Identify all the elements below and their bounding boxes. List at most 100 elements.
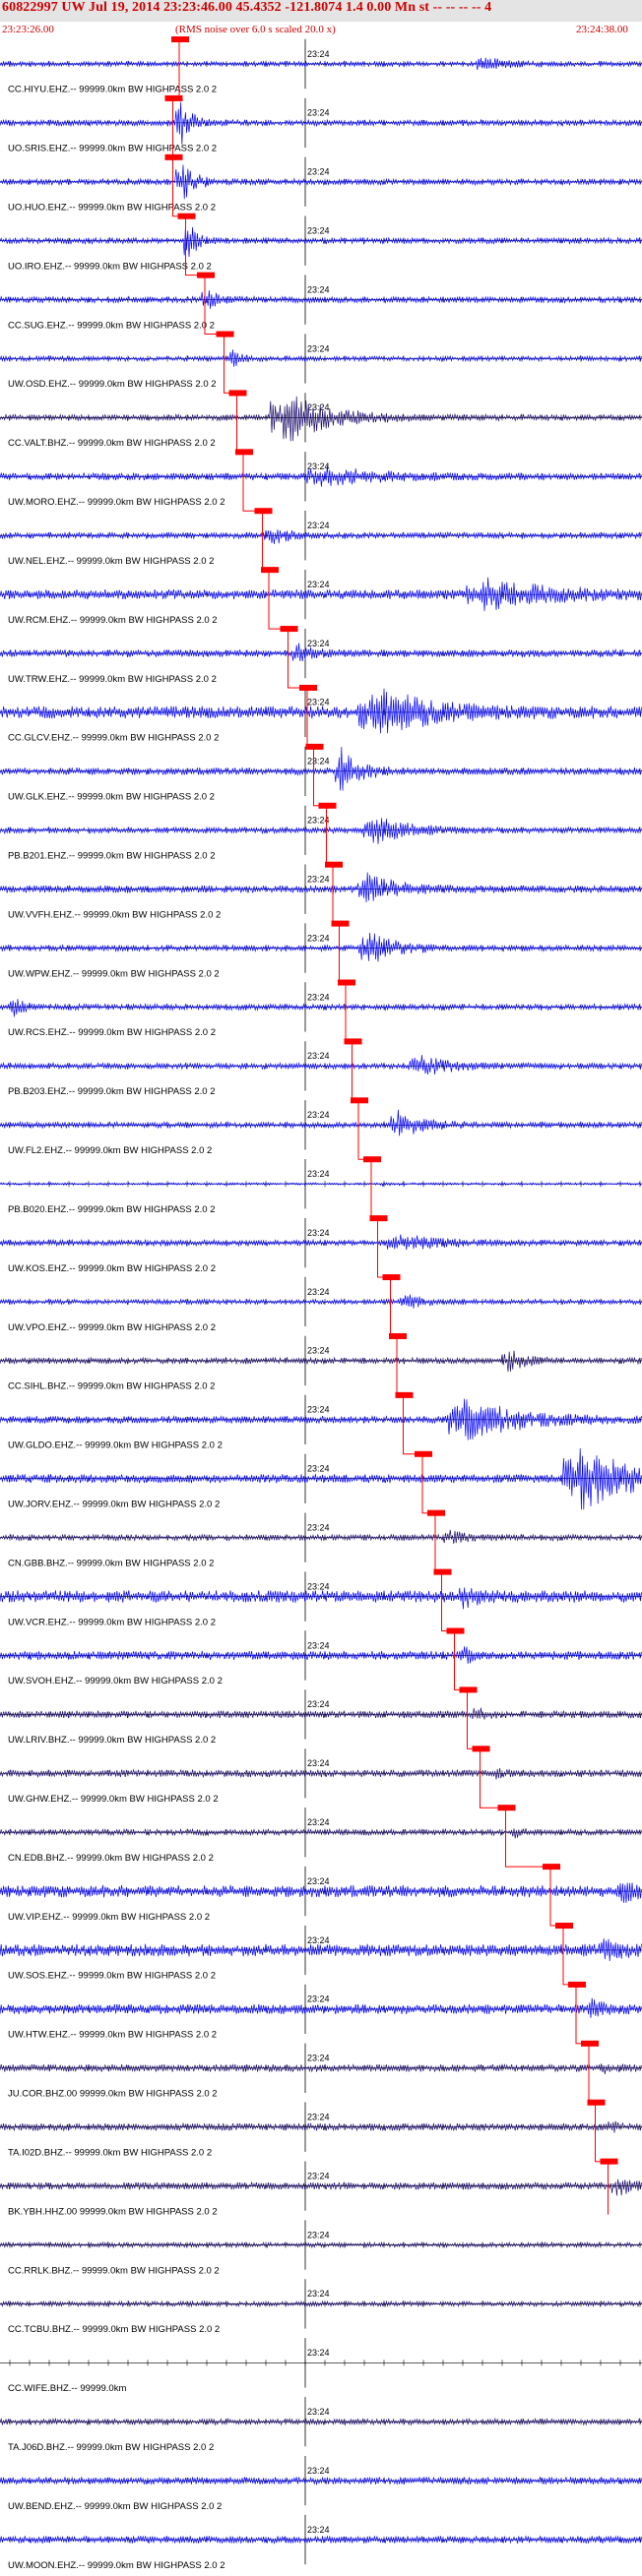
minute-tick-label: 23:24 <box>307 343 330 353</box>
minute-tick-label: 23:24 <box>307 2230 330 2239</box>
pick-marker <box>164 153 183 160</box>
waveform-trace <box>0 101 642 145</box>
minute-tick-label: 23:24 <box>307 1110 330 1120</box>
waveform-trace <box>0 1997 642 2018</box>
channel-label: PB.B203.EHZ.-- 99999.0km BW HIGHPASS 2.0… <box>8 1086 216 1097</box>
minute-tick-label: 23:24 <box>307 2466 330 2476</box>
minute-tick-label: 23:24 <box>307 1699 330 1709</box>
waveform-trace <box>0 1882 642 1904</box>
pick-marker <box>587 2099 606 2106</box>
minute-tick-label: 23:24 <box>307 580 330 589</box>
waveform-trace <box>0 999 642 1017</box>
channel-label: CC.SIHL.BHZ.-- 99999.0km BW HIGHPASS 2.0… <box>8 1381 215 1392</box>
pick-marker <box>318 802 337 809</box>
channel-label: UW.MOON.EHZ.-- 99999.0km BW HIGHPASS 2.0… <box>8 2560 225 2571</box>
channel-label: UW.GHW.EHZ.-- 99999.0km BW HIGHPASS 2.0 … <box>8 1794 219 1805</box>
pick-marker <box>351 1097 368 1104</box>
channel-label: JU.COR.BHZ.00 99999.0km BW HIGHPASS 2.0 … <box>8 2089 218 2100</box>
minute-tick-label: 23:24 <box>307 639 330 648</box>
waveform-trace <box>0 57 642 70</box>
pick-marker <box>581 2040 599 2047</box>
pick-marker <box>369 1215 388 1222</box>
pick-marker <box>363 1156 381 1163</box>
waveform-trace <box>0 818 642 844</box>
minute-tick-label: 23:24 <box>307 2525 330 2535</box>
waveform-trace <box>0 1181 642 1188</box>
minute-tick-label: 23:24 <box>307 1169 330 1179</box>
minute-tick-label: 23:24 <box>307 1758 330 1768</box>
waveform-trace <box>0 529 642 545</box>
minute-tick-label: 23:24 <box>307 1464 330 1474</box>
waveform-trace <box>0 1398 642 1441</box>
channel-label: PB.B020.EHZ.-- 99999.0km BW HIGHPASS 2.0… <box>8 1204 216 1215</box>
channel-label: UW.SOS.EHZ.-- 99999.0km BW HIGHPASS 2.0 … <box>8 1971 216 1982</box>
waveform-trace <box>0 1350 642 1373</box>
minute-tick-label: 23:24 <box>307 1405 330 1415</box>
channel-label: UW.SVOH.EHZ.-- 99999.0km BW HIGHPASS 2.0… <box>8 1676 223 1687</box>
pick-marker <box>261 567 279 574</box>
minute-tick-label: 23:24 <box>307 1876 330 1886</box>
waveform-trace <box>0 396 642 442</box>
minute-tick-label: 23:24 <box>307 816 330 826</box>
waveform-trace <box>0 872 642 903</box>
minute-tick-label: 23:24 <box>307 167 330 177</box>
channel-label: UO.HUO.EHZ.-- 99999.0km BW HIGHPASS 2.0 … <box>8 203 216 214</box>
channel-label: CC.SUG.EHZ.-- 99999.0km BW HIGHPASS 2.0 … <box>8 320 215 331</box>
channel-label: UW.RCS.EHZ.-- 99999.0km BW HIGHPASS 2.0 … <box>8 1027 216 1038</box>
pick-marker <box>216 331 234 337</box>
channel-label: CC.RRLK.BHZ.-- 99999.0km BW HIGHPASS 2.0… <box>8 2265 220 2276</box>
minute-tick-label: 23:24 <box>307 698 330 707</box>
moveout-line <box>172 39 609 2215</box>
pick-marker <box>325 861 343 868</box>
minute-tick-label: 23:24 <box>307 108 330 118</box>
channel-label: PB.B201.EHZ.-- 99999.0km BW HIGHPASS 2.0… <box>8 851 216 862</box>
pick-marker <box>382 1274 401 1281</box>
minute-tick-label: 23:24 <box>307 402 330 412</box>
waveform-trace <box>0 465 642 487</box>
pick-marker <box>433 1568 452 1575</box>
channel-label: BK.YBH.HHZ.00 99999.0km BW HIGHPASS 2.0 … <box>8 2206 218 2217</box>
pick-marker <box>415 1450 432 1457</box>
channel-label: UW.NEL.EHZ.-- 99999.0km BW HIGHPASS 2.0 … <box>8 556 214 567</box>
waveform-trace <box>0 2062 642 2074</box>
waveform-trace <box>0 2178 642 2196</box>
channel-label: CC.HIYU.EHZ.-- 99999.0km BW HIGHPASS 2.0… <box>8 85 217 95</box>
channel-label: UW.RCM.EHZ.-- 99999.0km BW HIGHPASS 2.0 … <box>8 615 218 626</box>
pick-marker <box>338 979 355 986</box>
pick-marker <box>395 1391 414 1398</box>
pick-marker <box>472 1746 490 1752</box>
pick-marker <box>299 684 317 691</box>
minute-tick-label: 23:24 <box>307 1287 330 1297</box>
pick-marker <box>389 1332 407 1339</box>
minute-tick-label: 23:24 <box>307 1228 330 1238</box>
channel-label: TA.I02D.BHZ.-- 99999.0km BW HIGHPASS 2.0… <box>8 2147 212 2158</box>
minute-tick-label: 23:24 <box>307 874 330 884</box>
channel-label: CC.GLCV.EHZ.-- 99999.0km BW HIGHPASS 2.0… <box>8 733 219 744</box>
pick-marker <box>543 1864 560 1871</box>
minute-tick-label: 23:24 <box>307 521 330 530</box>
minute-tick-label: 23:24 <box>307 1346 330 1356</box>
channel-label: UW.GLK.EHZ.-- 99999.0km BW HIGHPASS 2.0 … <box>8 792 215 803</box>
channel-label: UW.FL2.EHZ.-- 99999.0km BW HIGHPASS 2.0 … <box>8 1145 212 1156</box>
waveform-trace <box>0 932 642 962</box>
pick-marker <box>600 2158 618 2165</box>
pick-marker <box>446 1627 465 1634</box>
pick-marker <box>555 1923 573 1930</box>
waveform-trace <box>0 1234 642 1251</box>
waveform-trace <box>0 1529 642 1544</box>
channel-label: UW.MORO.EHZ.-- 99999.0km BW HIGHPASS 2.0… <box>8 497 225 508</box>
minute-tick-label: 23:24 <box>307 2171 330 2180</box>
minute-tick-label: 23:24 <box>307 2113 330 2122</box>
channel-label: TA.J06D.BHZ.-- 99999.0km BW HIGHPASS 2.0… <box>8 2442 214 2453</box>
waveform-trace <box>0 2417 642 2426</box>
channel-label: UW.VIP.EHZ.-- 99999.0km BW HIGHPASS 2.0 … <box>8 1912 210 1923</box>
waveform-trace <box>0 349 642 367</box>
pick-marker <box>427 1509 445 1516</box>
waveform-trace <box>0 2300 642 2308</box>
minute-tick-label: 23:24 <box>307 1051 330 1061</box>
pick-marker <box>568 1981 586 1988</box>
minute-tick-label: 23:24 <box>307 461 330 471</box>
channel-label: UW.HTW.EHZ.-- 99999.0km BW HIGHPASS 2.0 … <box>8 2030 217 2041</box>
pick-marker <box>344 1038 362 1045</box>
waveform-trace <box>0 1294 642 1309</box>
